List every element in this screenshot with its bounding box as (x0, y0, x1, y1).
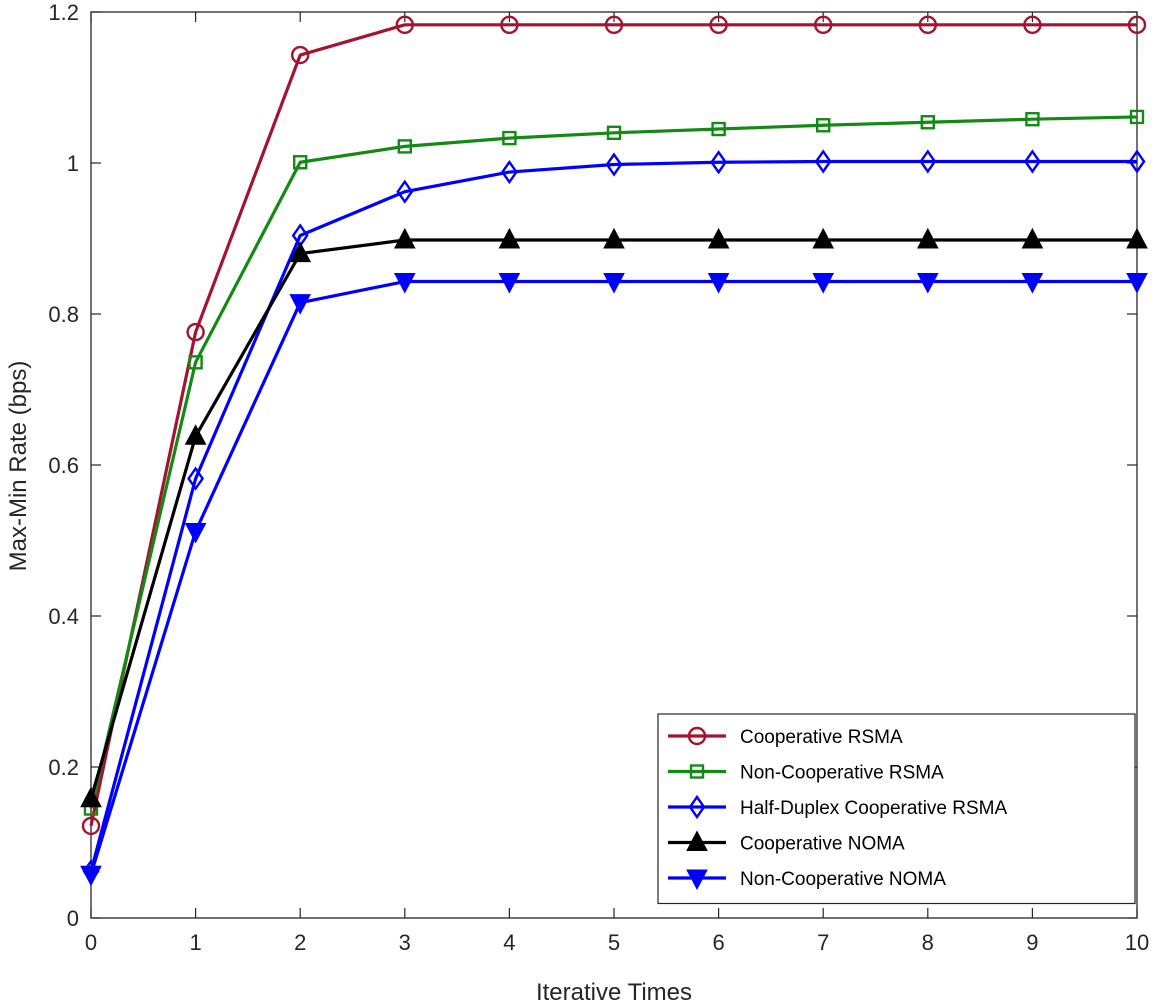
data-point (709, 15, 728, 35)
x-tick-label: 9 (1026, 930, 1038, 955)
data-point (606, 125, 622, 141)
data-point (920, 115, 935, 130)
data-point (707, 273, 730, 294)
x-tick-label: 7 (817, 930, 829, 955)
data-point (1129, 109, 1145, 125)
legend-item: Non-Cooperative NOMA (668, 869, 946, 891)
data-point (80, 786, 102, 808)
data-point (816, 118, 831, 133)
data-point (397, 139, 412, 154)
data-point (293, 155, 308, 170)
series-line (89, 23, 1137, 827)
series-1 (83, 109, 1145, 816)
legend-marker (688, 794, 706, 820)
x-tick-label: 4 (503, 930, 515, 955)
legend-label: Half-Duplex Cooperative RSMA (740, 798, 1007, 819)
data-point (711, 121, 726, 137)
data-point (1025, 112, 1040, 127)
legend-marker (686, 869, 708, 891)
legend-marker (687, 726, 707, 746)
data-point (498, 273, 521, 294)
legend-label: Cooperative RSMA (740, 727, 903, 748)
legend-item: Cooperative NOMA (668, 830, 905, 855)
data-point (707, 227, 730, 249)
data-point (289, 294, 312, 315)
y-tick-label: 1 (67, 151, 79, 176)
data-point (498, 227, 521, 249)
data-point (812, 227, 835, 249)
x-axis-label: Iterative Times (536, 979, 692, 1006)
legend-label: Non-Cooperative NOMA (740, 869, 946, 890)
data-point (1127, 15, 1147, 35)
data-point (918, 15, 937, 35)
y-tick-label: 0.2 (48, 755, 79, 780)
legend-box (657, 713, 1136, 905)
legend-marker (689, 764, 705, 779)
y-tick-label: 0.4 (48, 604, 79, 629)
series-4 (80, 273, 1148, 887)
x-tick-label: 0 (85, 930, 97, 955)
legend-item: Cooperative RSMA (668, 726, 903, 748)
series-3 (80, 227, 1148, 808)
y-tick-label: 0.6 (48, 453, 79, 478)
legend-item: Half-Duplex Cooperative RSMA (668, 794, 1007, 820)
x-tick-label: 10 (1125, 930, 1149, 955)
data-point (603, 227, 625, 249)
data-point (812, 273, 835, 294)
data-point (1023, 15, 1042, 35)
x-tick-label: 5 (608, 930, 620, 955)
legend-label: Non-Cooperative RSMA (740, 763, 944, 784)
x-tick-label: 3 (399, 930, 411, 955)
x-tick-label: 1 (189, 930, 201, 955)
data-point (81, 816, 101, 836)
data-point (916, 273, 939, 294)
data-point (500, 15, 519, 35)
x-tick-label: 6 (712, 930, 724, 955)
data-point (710, 150, 728, 175)
data-point (603, 273, 625, 294)
data-point (502, 130, 517, 146)
legend: Cooperative RSMA Non-Cooperative RSMA Half… (657, 713, 1136, 905)
data-point (500, 159, 518, 185)
ticks-layer: 0 1 2 3 4 5 6 7 8 9 10 0 0.2 0.4 0.6 0.8 1 1.2 (48, 0, 1149, 955)
legend-item: Non-Cooperative RSMA (668, 763, 944, 784)
data-point (814, 15, 833, 35)
series-layer (80, 15, 1148, 887)
data-point (291, 45, 310, 65)
data-point (1126, 273, 1148, 294)
data-point (184, 522, 207, 544)
y-axis-label: Max-Min Rate (bps) (5, 361, 32, 572)
data-point (1021, 227, 1044, 249)
data-point (1021, 273, 1044, 294)
y-tick-label: 0.8 (48, 302, 79, 327)
legend-marker (686, 830, 708, 851)
y-tick-label: 1.2 (48, 0, 79, 25)
data-point (289, 241, 312, 263)
data-point (919, 149, 937, 174)
series-0 (81, 15, 1147, 836)
data-point (1128, 149, 1146, 174)
data-point (395, 15, 414, 35)
data-point (1126, 227, 1148, 249)
data-point (814, 149, 832, 174)
data-point (396, 179, 414, 204)
data-point (916, 227, 939, 249)
data-point (393, 227, 416, 249)
data-point (187, 466, 205, 491)
series-line (89, 115, 1138, 809)
data-point (605, 152, 623, 177)
data-point (1023, 149, 1041, 174)
x-tick-label: 8 (922, 930, 934, 955)
data-point (188, 355, 203, 370)
data-point (80, 865, 102, 887)
data-point (186, 322, 205, 342)
data-point (604, 15, 624, 35)
x-tick-label: 2 (294, 930, 306, 955)
data-point (184, 424, 207, 445)
legend-label: Cooperative NOMA (740, 834, 905, 855)
data-point (393, 273, 416, 294)
y-tick-label: 0 (67, 906, 79, 931)
